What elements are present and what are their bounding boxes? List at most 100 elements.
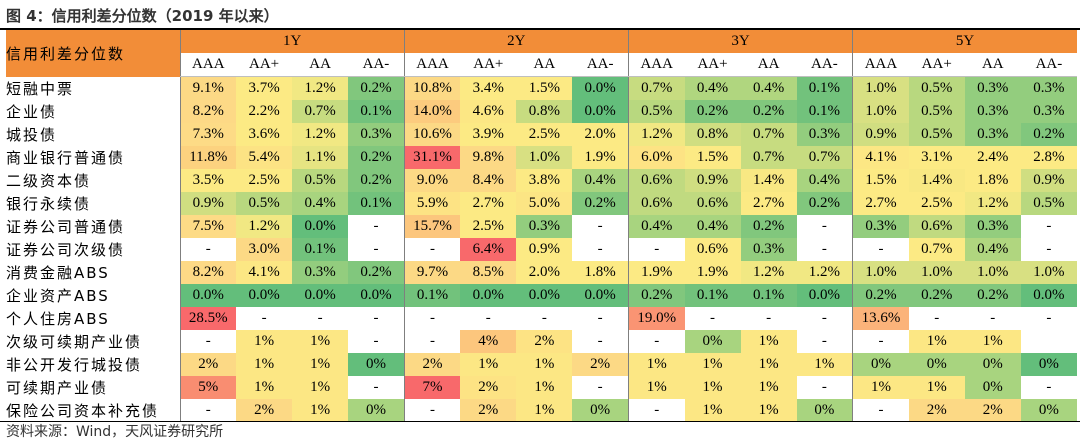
value-cell: 1.0%: [852, 261, 909, 284]
tenor-header-row: 信用利差分位数 1Y 2Y 3Y 5Y: [6, 30, 1077, 77]
value-cell: 0.3%: [740, 238, 797, 261]
value-cell: 1.2%: [292, 123, 349, 146]
value-cell: -: [1020, 376, 1077, 399]
value-cell: 0.0%: [796, 284, 853, 307]
value-cell: 1.0%: [964, 261, 1021, 284]
value-cell: -: [796, 238, 853, 261]
value-cell: 10.8%: [403, 76, 461, 100]
value-cell: 1%: [627, 353, 685, 376]
value-cell: 6.0%: [627, 146, 685, 169]
value-cell: -: [348, 376, 405, 399]
value-cell: 1.4%: [908, 169, 965, 192]
value-cell: 0%: [964, 353, 1021, 376]
value-cell: 1%: [516, 376, 573, 399]
row-label: 二级资本债: [6, 172, 92, 190]
value-cell: 4.6%: [460, 100, 517, 123]
value-cell: -: [627, 330, 685, 353]
value-cell: 0.2%: [1020, 123, 1077, 146]
value-cell: -: [516, 307, 573, 330]
value-cell: 1.2%: [292, 76, 349, 100]
value-cell: 0.4%: [964, 238, 1021, 261]
value-cell: 1%: [684, 376, 741, 399]
value-cell: 1.9%: [684, 261, 741, 284]
row-label: 非公开发行城投债: [6, 356, 143, 374]
table-row: 证券公司次级债 -3.0% 0.1% - -6.4% 0.9% - -0.6% 0.3% - -0.…: [6, 238, 1077, 261]
rating-header: AA: [740, 53, 797, 77]
value-cell: 0.0%: [292, 284, 349, 307]
value-cell: 0.6%: [684, 238, 741, 261]
value-cell: 1%: [236, 353, 293, 376]
value-cell: 0.2%: [852, 284, 909, 307]
table-row: 城投债 7.3% 3.6% 1.2% 0.3% 10.6% 3.9% 2.5% 2.0% 1.2%…: [6, 123, 1077, 146]
value-cell: 0.2%: [908, 284, 965, 307]
rating-header: AA-: [348, 53, 405, 77]
value-cell: -: [179, 330, 237, 353]
value-cell: 0.9%: [179, 192, 237, 215]
value-cell: 7.5%: [179, 215, 237, 238]
value-cell: 0.7%: [627, 76, 685, 100]
value-cell: 1.2%: [964, 192, 1021, 215]
value-cell: -: [627, 238, 685, 261]
value-cell: 2.7%: [852, 192, 909, 215]
value-cell: 8.5%: [460, 261, 517, 284]
value-cell: 0.1%: [403, 284, 461, 307]
value-cell: 14.0%: [403, 100, 461, 123]
value-cell: 1.1%: [292, 146, 349, 169]
value-cell: -: [1020, 307, 1077, 330]
value-cell: 0.4%: [796, 169, 853, 192]
value-cell: 0.2%: [740, 215, 797, 238]
tenor-header-3y: 3Y: [627, 30, 853, 53]
value-cell: 0.9%: [684, 169, 741, 192]
value-cell: 7%: [403, 376, 461, 399]
value-cell: 1%: [292, 353, 349, 376]
row-label: 城投债: [6, 126, 58, 144]
value-cell: 2.5%: [236, 169, 293, 192]
value-cell: 5%: [179, 376, 237, 399]
value-cell: 1.0%: [852, 76, 909, 100]
value-cell: -: [572, 307, 629, 330]
value-cell: 0.5%: [627, 100, 685, 123]
row-label: 企业债: [6, 103, 58, 121]
rating-header: AA-: [1020, 53, 1077, 77]
value-cell: 0.4%: [684, 215, 741, 238]
value-cell: -: [572, 238, 629, 261]
value-cell: 2.5%: [516, 123, 573, 146]
rating-header: AA-: [796, 53, 853, 77]
value-cell: 0.3%: [964, 76, 1021, 100]
value-cell: 1%: [516, 353, 573, 376]
table-row: 保险公司资本补充债 -2% 1% 0% -2% 1% 0% -1% 1% 0% -2% 2% 0%: [6, 399, 1077, 422]
value-cell: 1.2%: [627, 123, 685, 146]
value-cell: 13.6%: [852, 307, 909, 330]
value-cell: 1%: [460, 353, 517, 376]
row-label: 证券公司次级债: [6, 241, 126, 259]
value-cell: 2%: [908, 399, 965, 422]
row-label: 消费金融ABS: [6, 264, 110, 282]
table-row: 次级可续期产业债 -1% 1% - -4% 2% - -0% 1% - -1% 1%: [6, 330, 1077, 353]
value-cell: 1.0%: [852, 100, 909, 123]
rating-header: AA+: [460, 53, 517, 77]
value-cell: 0%: [908, 353, 965, 376]
value-cell: 2%: [403, 353, 461, 376]
value-cell: 1.2%: [796, 261, 853, 284]
value-cell: 2.2%: [236, 100, 293, 123]
value-cell: -: [1020, 215, 1077, 238]
value-cell: 0.4%: [740, 76, 797, 100]
value-cell: 0.0%: [572, 76, 629, 100]
value-cell: 1.2%: [740, 261, 797, 284]
value-cell: 1.8%: [572, 261, 629, 284]
rating-header: AA: [964, 53, 1021, 77]
value-cell: 1.0%: [908, 261, 965, 284]
value-cell: 10.6%: [403, 123, 461, 146]
figure-title: 图 4：信用利差分位数（2019 年以来）: [6, 7, 279, 25]
value-cell: 0.3%: [964, 123, 1021, 146]
value-cell: -: [964, 307, 1021, 330]
value-cell: 28.5%: [179, 307, 237, 330]
value-cell: 0.5%: [908, 123, 965, 146]
value-cell: 3.4%: [460, 76, 517, 100]
rating-header: AA: [292, 53, 349, 77]
table-row: 非公开发行城投债 2% 1% 1% 0% 2% 1% 1% 2% 1% 1% 1% 1% 0% 0% 0% 0%: [6, 353, 1077, 376]
value-cell: 0.1%: [348, 100, 405, 123]
value-cell: 0.1%: [740, 284, 797, 307]
value-cell: 0.9%: [852, 123, 909, 146]
rating-header-row: AAA AA+ AA AA- AAA AA+ AA AA- AAA AA+ AA…: [6, 53, 1077, 77]
